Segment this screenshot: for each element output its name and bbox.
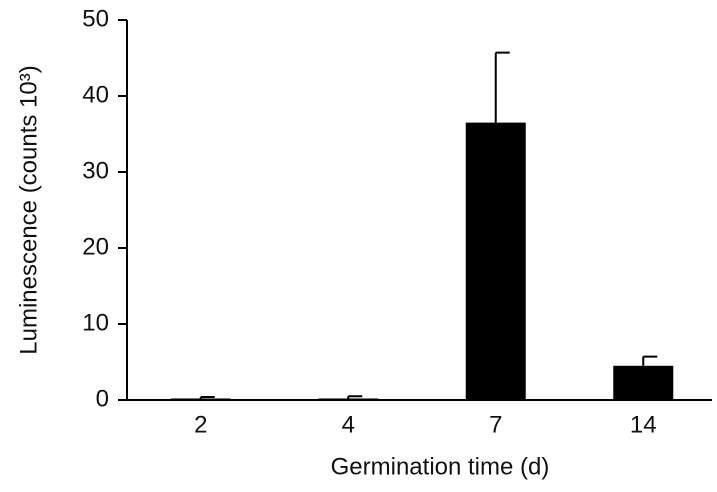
y-axis-label: Luminescence (counts 10³) xyxy=(15,65,42,354)
y-tick-label: 40 xyxy=(82,81,109,108)
x-tick-label: 2 xyxy=(194,411,207,438)
x-tick-label: 4 xyxy=(342,411,355,438)
y-tick-label: 0 xyxy=(96,385,109,412)
error-bar xyxy=(642,355,658,366)
x-tick-label: 7 xyxy=(489,411,502,438)
error-bar xyxy=(199,395,215,399)
y-tick-label: 30 xyxy=(82,157,109,184)
y-tick-label: 50 xyxy=(82,5,109,32)
x-tick-label: 14 xyxy=(630,411,657,438)
y-tick-label: 10 xyxy=(82,309,109,336)
bar xyxy=(613,365,674,400)
error-bar xyxy=(494,51,510,123)
bar xyxy=(170,398,231,400)
x-axis-label: Germination time (d) xyxy=(331,453,550,480)
error-bar xyxy=(347,395,363,399)
y-tick-label: 20 xyxy=(82,233,109,260)
bar xyxy=(318,398,379,400)
bar xyxy=(465,122,526,400)
